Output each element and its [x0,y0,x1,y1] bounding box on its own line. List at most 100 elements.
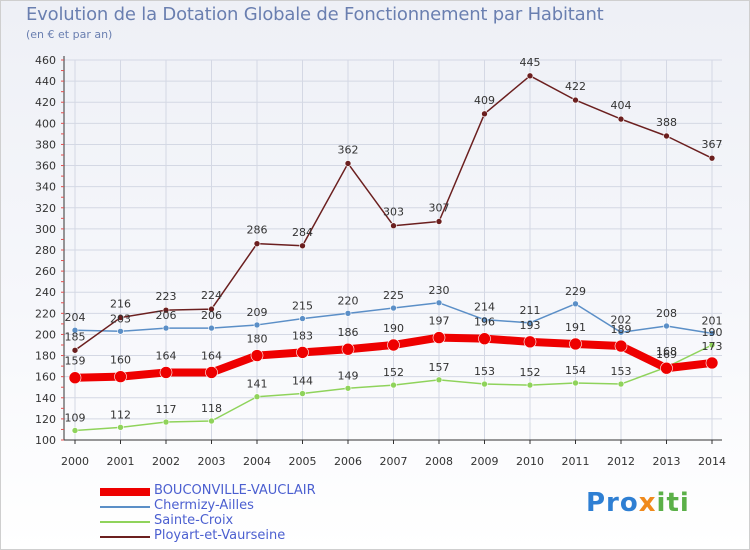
legend-label: Chermizy-Ailles [154,498,254,513]
data-label: 159 [65,355,86,368]
y-tick-label: 420 [35,96,56,109]
data-point [159,366,173,379]
data-point [114,370,127,383]
data-label: 223 [156,290,177,303]
y-tick-label: 160 [35,371,56,384]
data-point [253,393,261,401]
y-tick-label: 400 [35,117,56,130]
data-label: 286 [247,224,268,237]
data-label: 152 [520,366,541,379]
x-tick-label: 2006 [334,455,362,468]
data-label: 157 [429,361,450,374]
y-tick-label: 380 [35,138,56,151]
data-point [435,376,443,384]
y-tick-label: 260 [35,265,56,278]
data-label: 216 [110,298,131,311]
data-point [708,330,716,337]
y-tick-label: 180 [35,350,56,363]
data-label: 112 [110,408,131,421]
y-tick-label: 340 [35,181,56,194]
data-label: 202 [611,313,632,326]
data-point [162,306,170,314]
data-point [253,321,261,329]
y-tick-label: 120 [35,413,56,426]
data-point [523,335,537,349]
data-label: 214 [474,301,495,314]
y-tick-label: 320 [35,202,56,215]
data-point [344,160,352,167]
data-point [435,299,443,307]
data-point [432,331,446,344]
data-point [708,341,716,349]
data-label: 215 [292,300,313,313]
data-label: 208 [656,307,677,320]
data-label: 109 [65,412,86,425]
data-point [572,300,579,308]
data-point [478,332,491,345]
data-label: 190 [383,322,404,335]
data-label: 404 [611,99,632,112]
data-point [572,379,579,387]
data-label: 206 [201,309,222,322]
x-tick-label: 2013 [653,455,681,468]
data-point [705,356,719,370]
data-label: 388 [656,116,677,129]
data-label: 367 [702,138,723,151]
chart-subtitle: (en € et par an) [26,28,113,41]
data-point [617,115,625,123]
data-label: 197 [429,315,450,328]
data-label: 164 [156,349,177,362]
legend-item: BOUCONVILLE-VAUCLAIR [100,483,360,499]
data-label: 183 [292,329,313,342]
y-tick-label: 460 [35,54,56,67]
data-label: 168 [656,345,677,358]
data-label: 117 [156,403,177,416]
data-label: 362 [338,143,359,156]
data-label: 160 [110,354,131,367]
legend-item: Sainte-Croix [100,513,360,529]
data-label: 153 [611,365,632,378]
data-point [68,371,82,385]
data-label: 229 [565,285,586,298]
data-point [481,380,488,388]
data-label: 284 [292,226,313,239]
data-point [569,337,582,351]
data-point [660,361,673,375]
data-point [117,327,124,335]
data-label: 209 [247,306,268,319]
data-point [390,304,397,312]
data-point [663,132,670,140]
data-point [572,96,579,104]
x-tick-label: 2002 [152,455,180,468]
y-tick-label: 200 [35,328,56,341]
y-tick-label: 100 [35,434,56,447]
data-point [208,417,215,425]
data-label: 409 [474,94,495,107]
proxiti-logo: Proxiti [586,488,690,518]
data-point [71,427,79,434]
data-label: 185 [65,330,86,343]
y-tick-label: 140 [35,392,56,405]
data-label: 206 [156,309,177,322]
data-label: 422 [565,80,586,93]
data-point [617,329,625,336]
legend-item: Chermizy-Ailles [100,498,360,514]
legend-item: Ployart-et-Vaurseine [100,528,360,544]
data-label: 118 [201,402,222,415]
data-point [390,381,397,389]
data-point [526,72,534,80]
data-label: 445 [520,56,541,69]
data-label: 173 [702,340,723,353]
data-label: 193 [520,319,541,332]
y-tick-label: 440 [35,75,56,88]
legend-swatch [100,536,150,538]
data-point [344,310,352,317]
x-tick-label: 2001 [107,455,135,468]
data-label: 307 [429,202,450,215]
x-tick-label: 2003 [198,455,226,468]
data-point [617,380,625,388]
x-tick-label: 2000 [61,455,89,468]
data-label: 204 [65,311,86,324]
x-tick-label: 2010 [516,455,544,468]
